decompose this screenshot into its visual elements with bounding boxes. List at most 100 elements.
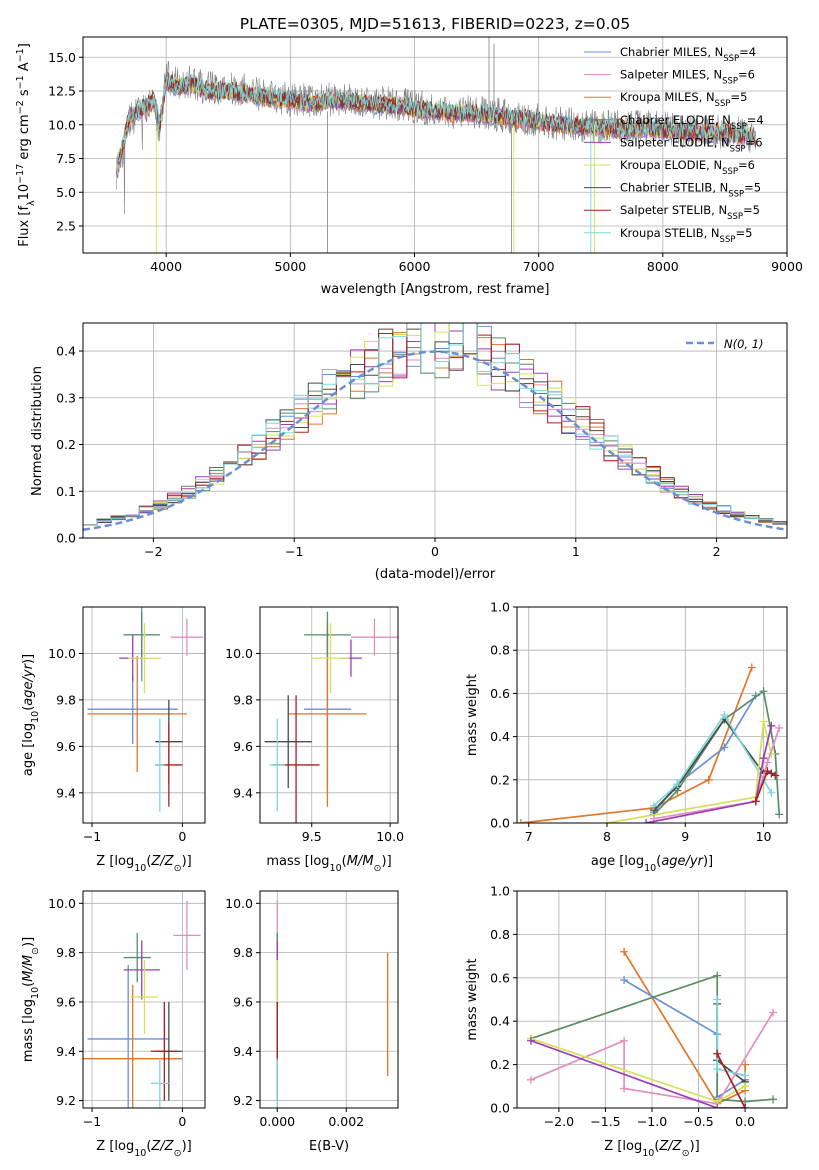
- weight-marker: [720, 711, 729, 719]
- x-tick-label: −1: [285, 544, 303, 559]
- weight-line-0: [520, 667, 753, 823]
- y-tick-label: 9.4: [233, 1044, 253, 1059]
- weight-marker: [713, 1064, 722, 1073]
- y-axis-label: age [log10(age/yr)]: [21, 654, 41, 776]
- x-tick-label: −1.5: [590, 1114, 620, 1129]
- plot-frame: [82, 36, 788, 254]
- weight-marker: [751, 797, 760, 806]
- y-tick-label: 0.1: [56, 484, 76, 499]
- x-tick-label: 0.000: [259, 1114, 295, 1129]
- y-tick-label: 2.5: [56, 219, 76, 234]
- y-axis-label: mass [log10(M/M⊙)]: [21, 937, 41, 1062]
- y-tick-label: 0.3: [56, 390, 76, 405]
- x-axis-label: Z [log10(Z/Z⊙)]: [96, 854, 191, 874]
- plot-frame: [82, 890, 206, 1109]
- weight-marker: [759, 717, 768, 726]
- weight-marker: [741, 1060, 750, 1069]
- y-tick-label: 12.5: [48, 84, 76, 99]
- plot-area: [264, 611, 398, 823]
- weight-marker: [704, 775, 713, 784]
- weight-marker: [526, 1036, 535, 1045]
- y-tick-label: 9.6: [233, 739, 253, 754]
- weight-line-7: [645, 725, 773, 823]
- weight-marker: [769, 1008, 778, 1017]
- plot-area: [276, 900, 389, 1108]
- plot-area: [526, 947, 778, 1108]
- x-axis-label: Z [log10(Z/Z⊙)]: [604, 1139, 699, 1159]
- y-tick-label: 9.8: [233, 945, 253, 960]
- weight-marker: [713, 1104, 722, 1108]
- y-tick-label: 0.0: [490, 1101, 510, 1116]
- plot-area: [116, 37, 757, 253]
- y-tick-label: 15.0: [48, 50, 76, 65]
- weight-marker: [747, 663, 756, 672]
- x-tick-label: 5000: [274, 259, 306, 274]
- y-tick-label: 0.2: [490, 1057, 510, 1072]
- panel-weight-vs-Z: −2.0 −1.5 −1.0 −0.5 0.0 0.0 0.2 0.4 0.6 0.8 1.0 Z […: [465, 884, 788, 1159]
- y-tick-label: 10.0: [48, 896, 76, 911]
- x-tick-label: 7: [525, 829, 533, 844]
- x-tick-label: 10.0: [376, 829, 404, 844]
- legend-label-7: Salpeter STELIB, NSSP=5: [620, 203, 760, 222]
- y-tick-label: 9.6: [56, 739, 76, 754]
- weight-marker: [603, 819, 611, 823]
- plot-frame: [259, 606, 399, 824]
- plot-area: [517, 663, 784, 823]
- legend-label-8: Kroupa STELIB, NSSP=5: [620, 226, 752, 245]
- weight-marker: [763, 767, 772, 776]
- weight-marker: [767, 788, 776, 797]
- y-tick-label: 0.2: [56, 437, 76, 452]
- model-spectrum-6: [116, 73, 757, 173]
- panel-age-vs-mass: 9.5 10.0 9.4 9.6 9.8 10.0 mass [log10(M/M⊙)]: [225, 606, 404, 874]
- x-axis-label: Z [log10(Z/Z⊙)]: [96, 1139, 191, 1159]
- x-tick-label: 0: [178, 1114, 186, 1129]
- weight-marker: [769, 1095, 778, 1104]
- y-tick-label: 1.0: [490, 884, 510, 899]
- plot-frame: [516, 890, 788, 1109]
- weight-line-6: [653, 727, 781, 820]
- x-tick-label: −1: [83, 829, 101, 844]
- weight-marker: [741, 1104, 750, 1108]
- legend-label-5: Kroupa ELODIE, NSSP=6: [620, 158, 755, 177]
- y-tick-label: 10.0: [225, 896, 253, 911]
- x-tick-label: 2: [713, 544, 721, 559]
- x-tick-label: 10: [756, 829, 772, 844]
- weight-line-5: [606, 721, 773, 823]
- x-tick-label: 0: [431, 544, 439, 559]
- y-tick-label: 9.4: [56, 1044, 76, 1059]
- panel-spectrum: 4000 5000 6000 7000 8000 9000 2.5 5.0 7.5 10.0 12.…: [15, 36, 803, 297]
- legend-label-3: Chabrier ELODIE, NSSP=4: [620, 113, 764, 132]
- y-tick-label: 0.0: [490, 816, 510, 831]
- plot-area: [87, 607, 204, 812]
- y-tick-label: 9.4: [233, 785, 253, 800]
- plot-frame: [259, 890, 399, 1109]
- y-tick-label: 7.5: [56, 151, 76, 166]
- x-tick-label: 8: [603, 829, 611, 844]
- y-tick-label: 0.2: [490, 772, 510, 787]
- model-spectrum-8: [116, 73, 757, 172]
- y-tick-label: 0.6: [490, 970, 510, 985]
- figure-title: PLATE=0305, MJD=51613, FIBERID=0223, z=0…: [240, 15, 630, 33]
- x-tick-label: 0: [178, 829, 186, 844]
- x-axis-label: E(B-V): [309, 1139, 349, 1154]
- x-tick-label: −2: [144, 544, 162, 559]
- y-tick-label: 10.0: [48, 646, 76, 661]
- weight-marker: [642, 819, 651, 823]
- y-tick-label: 9.6: [233, 994, 253, 1009]
- weight-line-6: [530, 1037, 746, 1103]
- y-tick-label: 5.0: [56, 185, 76, 200]
- y-tick-label: 0.6: [490, 686, 510, 701]
- weight-line-1: [623, 979, 746, 1099]
- x-tick-label: −1.0: [637, 1114, 667, 1129]
- y-tick-label: 0.4: [490, 729, 510, 744]
- x-tick-label: 6000: [399, 259, 431, 274]
- weight-marker: [620, 1084, 629, 1093]
- y-tick-label: 1.0: [490, 600, 510, 615]
- weight-marker: [649, 801, 658, 810]
- y-tick-label: 0.4: [490, 1014, 510, 1029]
- x-axis-label: mass [log10(M/M⊙)]: [266, 854, 391, 874]
- y-tick-label: 0.0: [56, 531, 76, 546]
- x-tick-label: 9: [681, 829, 689, 844]
- legend-label-6: Chabrier STELIB, NSSP=5: [620, 181, 761, 200]
